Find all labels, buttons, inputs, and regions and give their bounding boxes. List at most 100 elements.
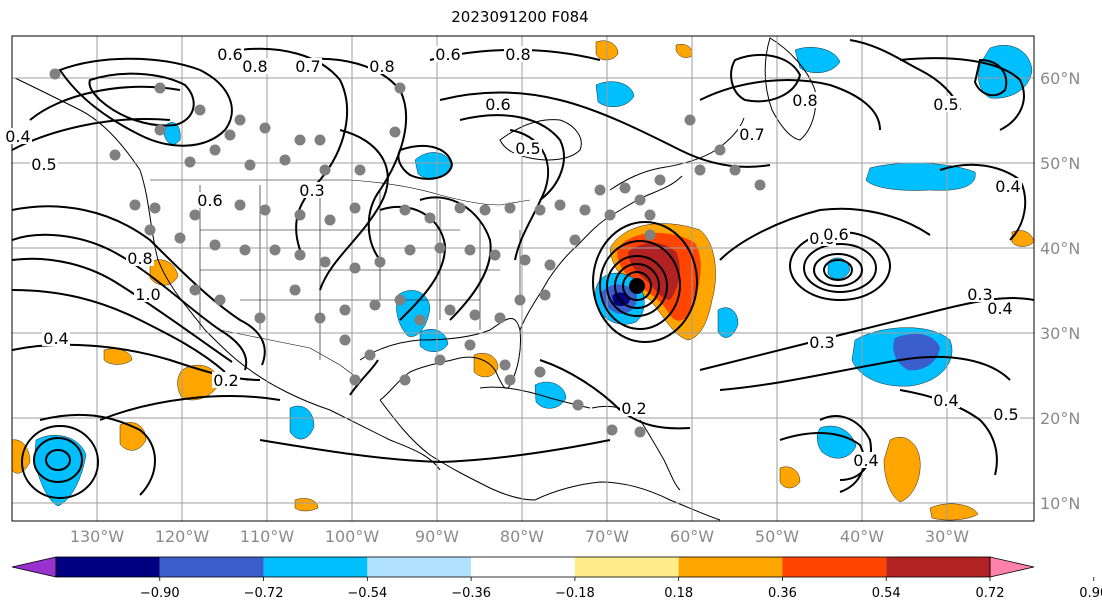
contour-label-bg bbox=[4, 128, 32, 144]
warm-anomaly-patch bbox=[929, 503, 979, 521]
contour-label: 0.7 bbox=[295, 57, 320, 76]
colorbar-tick-label: −0.18 bbox=[555, 586, 595, 601]
contour-line bbox=[899, 389, 998, 476]
colorbar-segment bbox=[782, 557, 887, 577]
station-dot bbox=[534, 366, 546, 378]
contour-label-bg bbox=[620, 400, 648, 416]
longitude-tick-label: 30°W bbox=[925, 527, 969, 546]
latitude-tick-label: 60°N bbox=[1040, 69, 1080, 88]
longitude-tick-label: 90°W bbox=[415, 527, 459, 546]
station-dot bbox=[289, 284, 301, 296]
cold-anomaly-patch bbox=[827, 257, 851, 280]
station-dot bbox=[754, 179, 766, 191]
longitude-tick-label: 120°W bbox=[155, 527, 210, 546]
station-dot bbox=[349, 262, 361, 274]
cold-anomaly-patch bbox=[163, 122, 181, 145]
contour-line bbox=[459, 114, 565, 201]
contour-label: 0.8 bbox=[242, 57, 267, 76]
station-dot bbox=[209, 144, 221, 156]
contour-label: 0.3 bbox=[299, 181, 324, 200]
hurricane-contour bbox=[606, 255, 668, 317]
contour-line bbox=[12, 205, 266, 366]
contour-label: 0.6 bbox=[217, 45, 242, 64]
contour-line bbox=[899, 57, 1025, 131]
contour-line bbox=[58, 57, 233, 147]
station-dot bbox=[454, 202, 466, 214]
cold-anomaly-patch bbox=[978, 45, 1033, 99]
station-dot bbox=[369, 299, 381, 311]
station-dot bbox=[244, 159, 256, 171]
warm-anomaly-patch bbox=[294, 498, 319, 512]
cold-anomaly-patch bbox=[865, 162, 976, 191]
station-dot bbox=[294, 209, 306, 221]
station-dot bbox=[259, 204, 271, 216]
contour-label-bg bbox=[134, 286, 162, 302]
station-dots bbox=[49, 68, 766, 438]
contour-line bbox=[319, 129, 389, 291]
contour-label: 0.4 bbox=[987, 299, 1012, 318]
contour-line bbox=[973, 58, 1008, 97]
station-dot bbox=[694, 164, 706, 176]
contour-label: 0.6 bbox=[197, 191, 222, 210]
contour-label: 0.3 bbox=[809, 333, 834, 352]
low-contour bbox=[813, 253, 863, 287]
colorbar-tick-label: −0.90 bbox=[140, 586, 180, 601]
hurricane-contour bbox=[622, 271, 652, 301]
contour-label: 0.4 bbox=[933, 391, 958, 410]
colorbar-tick-label: 0.72 bbox=[976, 586, 1005, 601]
station-dot bbox=[444, 304, 456, 316]
low-contour bbox=[803, 243, 877, 293]
caribbean-islands bbox=[639, 419, 681, 491]
low-contour bbox=[21, 425, 99, 499]
station-dot bbox=[319, 256, 331, 268]
longitude-tick-label: 50°W bbox=[755, 527, 799, 546]
contour-label-bg bbox=[986, 300, 1014, 316]
station-dot bbox=[504, 202, 516, 214]
station-dot bbox=[499, 359, 511, 371]
station-dot bbox=[404, 244, 416, 256]
station-dot bbox=[729, 164, 741, 176]
hurricane-contour bbox=[599, 240, 681, 330]
station-dot bbox=[554, 199, 566, 211]
station-dot bbox=[579, 204, 591, 216]
contour-lines bbox=[12, 39, 1034, 499]
contour-label: 0.8 bbox=[369, 57, 394, 76]
colorbar-tick-label: 0.54 bbox=[872, 586, 901, 601]
station-dot bbox=[539, 289, 551, 301]
longitude-tick-label: 60°W bbox=[670, 527, 714, 546]
latitude-tick-label: 30°N bbox=[1040, 324, 1080, 343]
contour-label: 0.7 bbox=[739, 125, 764, 144]
cold-anomaly-patch bbox=[534, 381, 567, 409]
colorbar-outline bbox=[55, 556, 991, 578]
contour-label-bg bbox=[994, 178, 1022, 194]
contour-line bbox=[88, 72, 195, 127]
contour-line bbox=[397, 145, 454, 180]
contour-labels: 0.6 0.80.6 0.80.70.40.50.60.80.50.70.60.30… bbox=[4, 45, 1022, 470]
station-dot bbox=[714, 144, 726, 156]
cold-anomaly-patch bbox=[289, 405, 315, 440]
station-dot bbox=[514, 294, 526, 306]
contour-label: 0.6 bbox=[435, 45, 460, 64]
longitude-tick-label: 110°W bbox=[240, 527, 295, 546]
cold-anomaly-patch bbox=[595, 81, 635, 107]
contour-label-bg bbox=[126, 250, 154, 266]
contour-line bbox=[99, 395, 281, 421]
colorbar-tick-label: −0.54 bbox=[347, 586, 387, 601]
low-contour bbox=[45, 449, 71, 471]
contour-label-bg bbox=[434, 46, 462, 62]
contour-line bbox=[12, 233, 248, 371]
station-dot bbox=[254, 312, 266, 324]
hurricane-contour bbox=[592, 221, 698, 343]
cold-anomaly-patch bbox=[414, 152, 453, 179]
cold-anomaly-patch bbox=[794, 47, 841, 73]
contour-label-bg bbox=[216, 46, 244, 62]
station-dot bbox=[109, 149, 121, 161]
station-dot bbox=[394, 294, 406, 306]
colorbar-tick-label: 0.36 bbox=[768, 586, 797, 601]
contour-line bbox=[419, 196, 492, 321]
longitude-tick-label: 80°W bbox=[500, 527, 544, 546]
station-dot bbox=[644, 209, 656, 221]
station-dot bbox=[314, 312, 326, 324]
colorbar-segment bbox=[471, 557, 575, 577]
